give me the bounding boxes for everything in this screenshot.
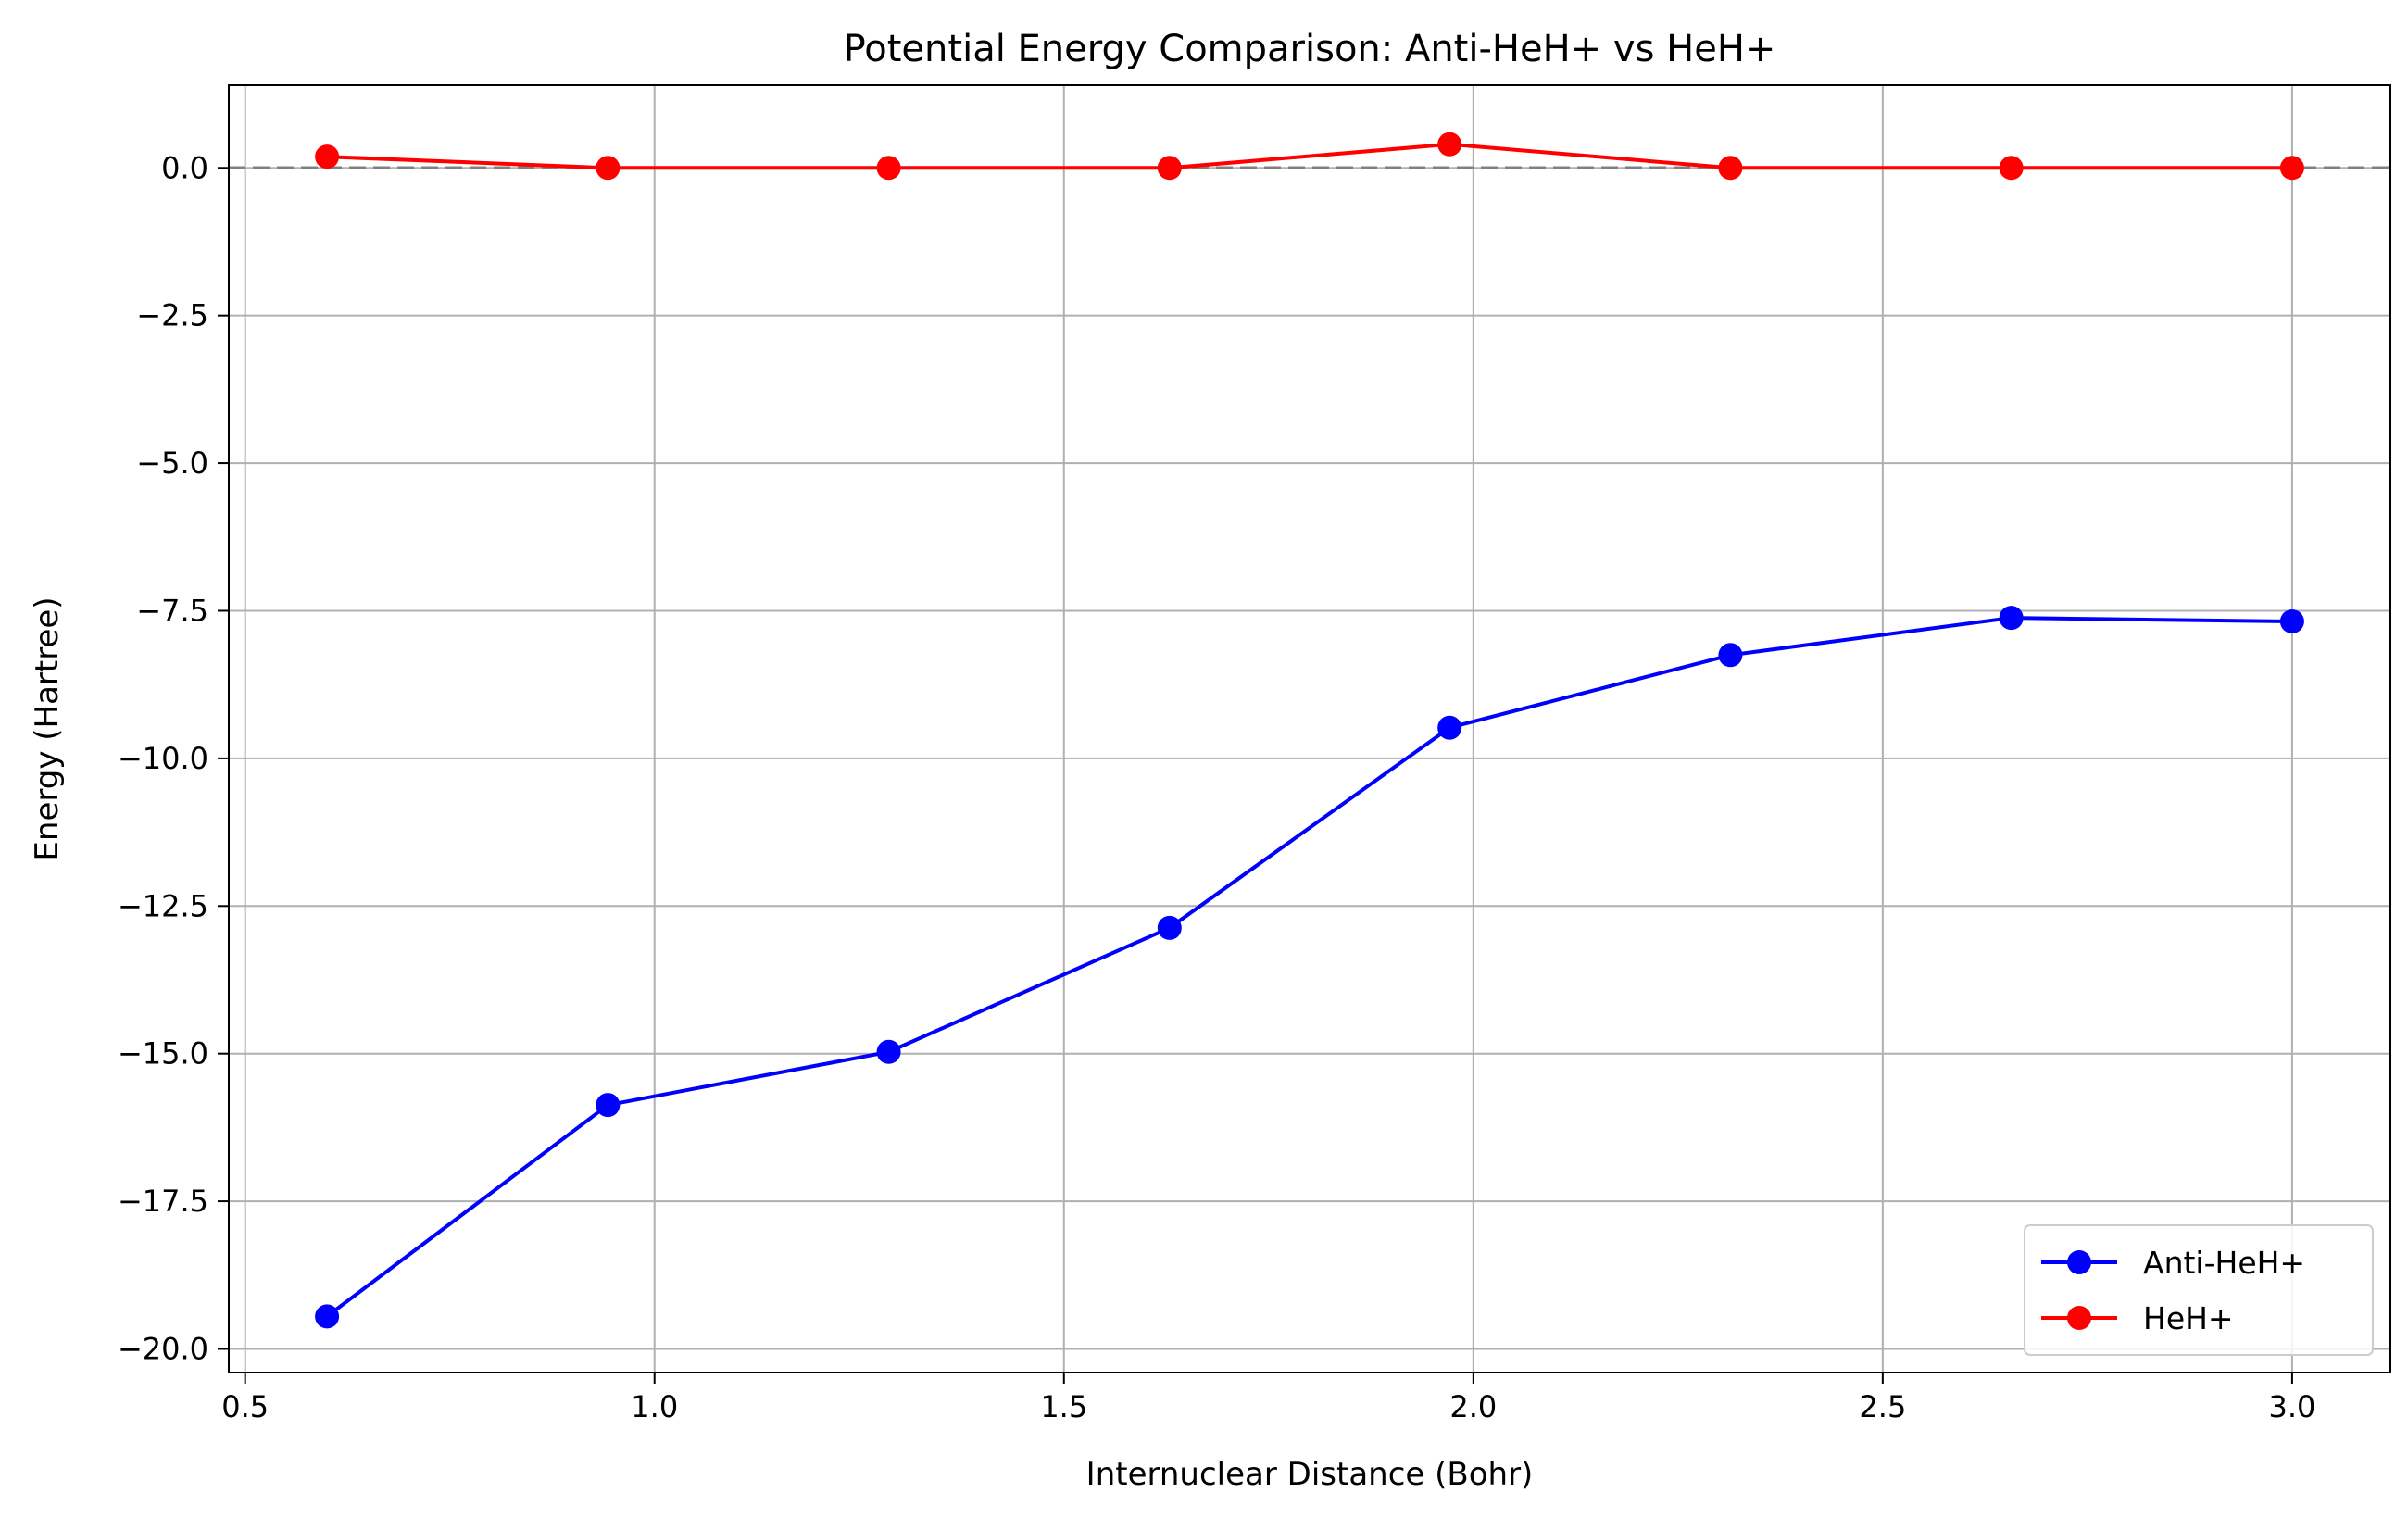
x-tick-label: 1.5 — [1040, 1389, 1087, 1424]
legend-label-anti-heh: Anti-HeH+ — [2143, 1245, 2305, 1281]
data-point-anti-heh — [2279, 608, 2304, 633]
data-point-heh — [1157, 156, 1182, 181]
x-axis-label: Internuclear Distance (Bohr) — [1086, 1456, 1534, 1493]
plot-frame — [228, 84, 2391, 1373]
y-axis-label: Energy (Hartree) — [29, 596, 66, 860]
data-point-anti-heh — [1999, 606, 2024, 631]
legend-marker-heh — [2067, 1306, 2091, 1330]
x-tick-label: 0.5 — [221, 1389, 269, 1424]
data-point-heh — [596, 156, 621, 181]
data-point-heh — [2279, 156, 2304, 181]
series-group — [315, 132, 2304, 1329]
grid — [229, 85, 2390, 1373]
x-tick-label: 2.0 — [1449, 1389, 1497, 1424]
legend: Anti-HeH+ HeH+ — [2024, 1224, 2374, 1356]
x-tick-label: 3.0 — [2268, 1389, 2315, 1424]
chart-title: Potential Energy Comparison: Anti-HeH+ v… — [844, 28, 1776, 70]
data-point-heh — [1999, 156, 2024, 181]
data-point-heh — [1437, 132, 1462, 157]
data-point-anti-heh — [315, 1304, 340, 1329]
ticks: 0.5 1.0 1.5 2.0 2.5 3.0 0.0 −2.5 −5.0 −7.5 −10.0 −1… — [118, 150, 2315, 1424]
y-tick-label: −20.0 — [118, 1331, 208, 1366]
legend-box — [2024, 1224, 2374, 1356]
y-tick-label: −2.5 — [136, 298, 208, 333]
legend-marker-anti-heh — [2067, 1250, 2091, 1274]
data-point-anti-heh — [596, 1093, 621, 1118]
y-tick-label: −5.0 — [136, 445, 208, 481]
y-tick-label: −12.5 — [118, 888, 208, 923]
data-point-anti-heh — [1157, 915, 1182, 940]
data-point-anti-heh — [876, 1039, 901, 1064]
legend-label-heh: HeH+ — [2143, 1300, 2234, 1336]
series-line-anti-heh — [325, 616, 2292, 1318]
data-point-anti-heh — [1437, 715, 1462, 740]
y-tick-label: 0.0 — [161, 150, 208, 185]
series-line-heh — [327, 142, 2292, 170]
data-point-heh — [876, 156, 901, 181]
x-tick-label: 1.0 — [631, 1389, 678, 1424]
y-tick-label: −7.5 — [136, 593, 208, 628]
data-point-anti-heh — [1718, 643, 1743, 668]
y-tick-label: −15.0 — [118, 1036, 208, 1072]
y-tick-label: −17.5 — [118, 1184, 208, 1219]
plot-area — [229, 85, 2390, 1373]
data-point-heh — [315, 144, 340, 169]
y-tick-label: −10.0 — [118, 741, 208, 776]
data-point-heh — [1718, 156, 1743, 181]
x-tick-label: 2.5 — [1859, 1389, 1906, 1424]
